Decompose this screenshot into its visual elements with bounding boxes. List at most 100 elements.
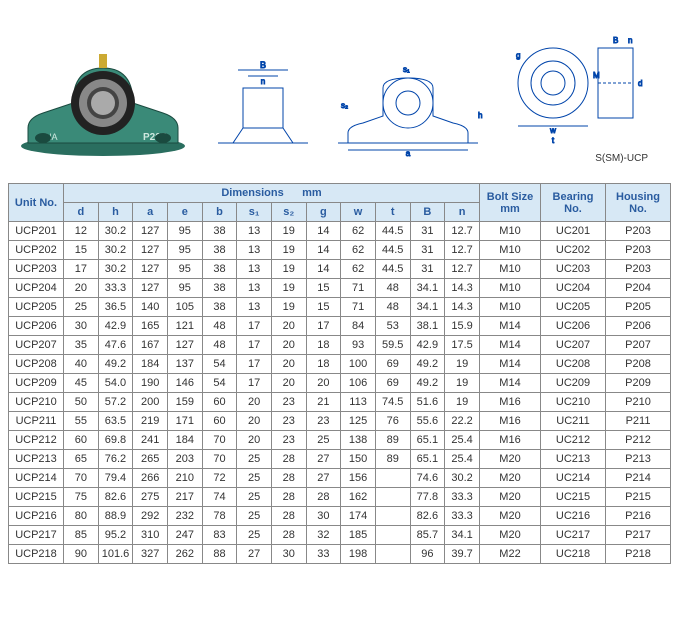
cell-d: 70 xyxy=(64,469,99,488)
cell-t: 59.5 xyxy=(375,336,410,355)
cell-e: 203 xyxy=(167,450,202,469)
cell-h: 47.6 xyxy=(98,336,133,355)
cell-B: 34.1 xyxy=(410,279,445,298)
cell-s1: 25 xyxy=(237,469,272,488)
cell-a: 127 xyxy=(133,260,168,279)
table-row: UCP2178595.23102478325283218585.734.1M20… xyxy=(9,526,671,545)
cell-n: 30.2 xyxy=(445,469,480,488)
header-dim-a: a xyxy=(133,203,168,222)
cell-bearing: UC214 xyxy=(541,469,606,488)
cell-s2: 23 xyxy=(271,393,306,412)
cell-g: 27 xyxy=(306,450,341,469)
table-row: UCP2168088.92922327825283017482.633.3M20… xyxy=(9,507,671,526)
cell-e: 137 xyxy=(167,355,202,374)
header-dim-t: t xyxy=(375,203,410,222)
cell-e: 232 xyxy=(167,507,202,526)
table-row: UCP2136576.2265203702528271508965.125.4M… xyxy=(9,450,671,469)
svg-text:s₁: s₁ xyxy=(403,65,410,74)
cell-b: 38 xyxy=(202,241,237,260)
cell-h: 79.4 xyxy=(98,469,133,488)
cell-h: 30.2 xyxy=(98,260,133,279)
cell-b: 38 xyxy=(202,298,237,317)
cell-unit: UCP208 xyxy=(9,355,64,374)
header-dim-w: w xyxy=(341,203,376,222)
cell-b: 72 xyxy=(202,469,237,488)
header-bearing: Bearing No. xyxy=(541,184,606,222)
cell-a: 310 xyxy=(133,526,168,545)
cell-housing: P206 xyxy=(606,317,671,336)
cell-s1: 20 xyxy=(237,431,272,450)
cell-g: 15 xyxy=(306,279,341,298)
header-unit: Unit No. xyxy=(9,184,64,222)
cell-a: 190 xyxy=(133,374,168,393)
header-dim-B: B xyxy=(410,203,445,222)
cell-t: 69 xyxy=(375,374,410,393)
cell-d: 75 xyxy=(64,488,99,507)
cell-B: 38.1 xyxy=(410,317,445,336)
cell-B: 65.1 xyxy=(410,431,445,450)
cell-d: 15 xyxy=(64,241,99,260)
cell-B: 31 xyxy=(410,260,445,279)
cell-B: 31 xyxy=(410,241,445,260)
cell-housing: P203 xyxy=(606,260,671,279)
cell-e: 95 xyxy=(167,279,202,298)
cell-bolt: M20 xyxy=(480,488,541,507)
cell-bearing: UC208 xyxy=(541,355,606,374)
cell-w: 162 xyxy=(341,488,376,507)
cell-h: 49.2 xyxy=(98,355,133,374)
cell-s1: 25 xyxy=(237,450,272,469)
cell-housing: P207 xyxy=(606,336,671,355)
cell-b: 70 xyxy=(202,450,237,469)
cell-B: 82.6 xyxy=(410,507,445,526)
cell-a: 140 xyxy=(133,298,168,317)
cell-n: 19 xyxy=(445,393,480,412)
cell-h: 69.8 xyxy=(98,431,133,450)
cell-h: 82.6 xyxy=(98,488,133,507)
svg-text:t: t xyxy=(552,136,555,145)
cell-s2: 20 xyxy=(271,336,306,355)
cell-t: 76 xyxy=(375,412,410,431)
cell-housing: P218 xyxy=(606,545,671,564)
cell-housing: P209 xyxy=(606,374,671,393)
cell-housing: P208 xyxy=(606,355,671,374)
cell-s1: 13 xyxy=(237,260,272,279)
cell-s2: 20 xyxy=(271,374,306,393)
cell-s2: 19 xyxy=(271,260,306,279)
cell-s2: 23 xyxy=(271,431,306,450)
cell-b: 70 xyxy=(202,431,237,450)
svg-text:w: w xyxy=(549,126,556,135)
cell-d: 40 xyxy=(64,355,99,374)
cell-h: 57.2 xyxy=(98,393,133,412)
cell-bolt: M10 xyxy=(480,222,541,241)
cell-bolt: M14 xyxy=(480,374,541,393)
table-row: UCP2031730.212795381319146244.53112.7M10… xyxy=(9,260,671,279)
cell-e: 210 xyxy=(167,469,202,488)
cell-d: 65 xyxy=(64,450,99,469)
cell-w: 93 xyxy=(341,336,376,355)
tech-diagram-bearing: B n M d w g t S(SM)-UCP xyxy=(498,28,648,158)
cell-h: 33.3 xyxy=(98,279,133,298)
cell-t: 69 xyxy=(375,355,410,374)
table-row: UCP2021530.212795381319146244.53112.7M10… xyxy=(9,241,671,260)
cell-unit: UCP211 xyxy=(9,412,64,431)
cell-b: 60 xyxy=(202,412,237,431)
cell-t: 48 xyxy=(375,279,410,298)
cell-w: 125 xyxy=(341,412,376,431)
cell-e: 184 xyxy=(167,431,202,450)
cell-d: 90 xyxy=(64,545,99,564)
cell-a: 167 xyxy=(133,336,168,355)
cell-w: 185 xyxy=(341,526,376,545)
cell-g: 18 xyxy=(306,336,341,355)
cell-bolt: M10 xyxy=(480,260,541,279)
cell-n: 33.3 xyxy=(445,507,480,526)
cell-w: 71 xyxy=(341,279,376,298)
table-row: UCP2084049.2184137541720181006949.219M14… xyxy=(9,355,671,374)
cell-g: 17 xyxy=(306,317,341,336)
cell-B: 77.8 xyxy=(410,488,445,507)
cell-housing: P204 xyxy=(606,279,671,298)
cell-s1: 13 xyxy=(237,279,272,298)
cell-g: 14 xyxy=(306,241,341,260)
cell-a: 266 xyxy=(133,469,168,488)
cell-unit: UCP206 xyxy=(9,317,64,336)
cell-g: 14 xyxy=(306,260,341,279)
